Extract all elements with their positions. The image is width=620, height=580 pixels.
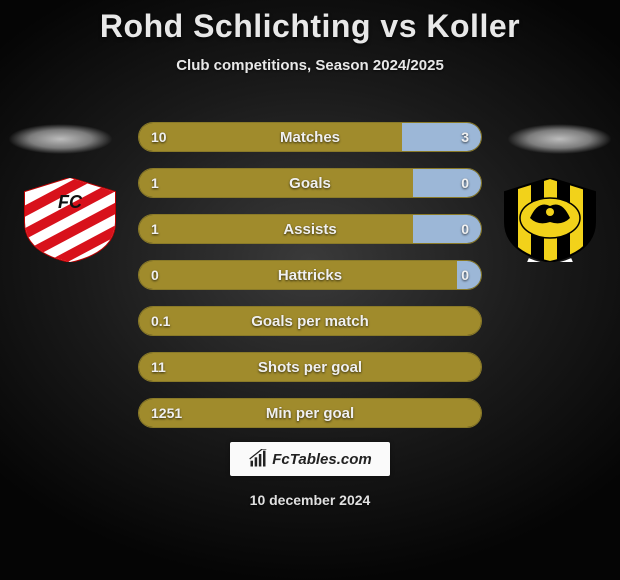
stats-bars: 103Matches 10Goals 10Assists 00Hattricks 0.1… (138, 122, 482, 444)
stat-row: 00Hattricks (138, 260, 482, 290)
team-badge-right (500, 178, 600, 262)
svg-text:FC: FC (58, 192, 83, 212)
watermark: FcTables.com (230, 442, 390, 476)
stat-row: 1251Min per goal (138, 398, 482, 428)
stat-seg-right (457, 261, 481, 289)
spotlight-right (507, 124, 612, 154)
stat-row: 10Goals (138, 168, 482, 198)
stat-seg-right (413, 169, 481, 197)
date-text: 10 december 2024 (0, 492, 620, 508)
stat-seg-left (139, 353, 481, 381)
stat-seg-left (139, 215, 413, 243)
stat-seg-left (139, 261, 457, 289)
stat-row: 11Shots per goal (138, 352, 482, 382)
stat-seg-right (413, 215, 481, 243)
stat-seg-right (402, 123, 481, 151)
stat-row: 0.1Goals per match (138, 306, 482, 336)
team-badge-left: FC (20, 178, 120, 262)
watermark-text: FcTables.com (272, 451, 371, 468)
page-title: Rohd Schlichting vs Koller (0, 0, 620, 45)
subtitle: Club competitions, Season 2024/2025 (0, 57, 620, 74)
stat-seg-left (139, 399, 481, 427)
stat-seg-left (139, 123, 402, 151)
stat-row: 10Assists (138, 214, 482, 244)
spotlight-left (8, 124, 113, 154)
stat-seg-left (139, 307, 481, 335)
stat-row: 103Matches (138, 122, 482, 152)
chart-icon (248, 449, 268, 469)
stat-seg-left (139, 169, 413, 197)
